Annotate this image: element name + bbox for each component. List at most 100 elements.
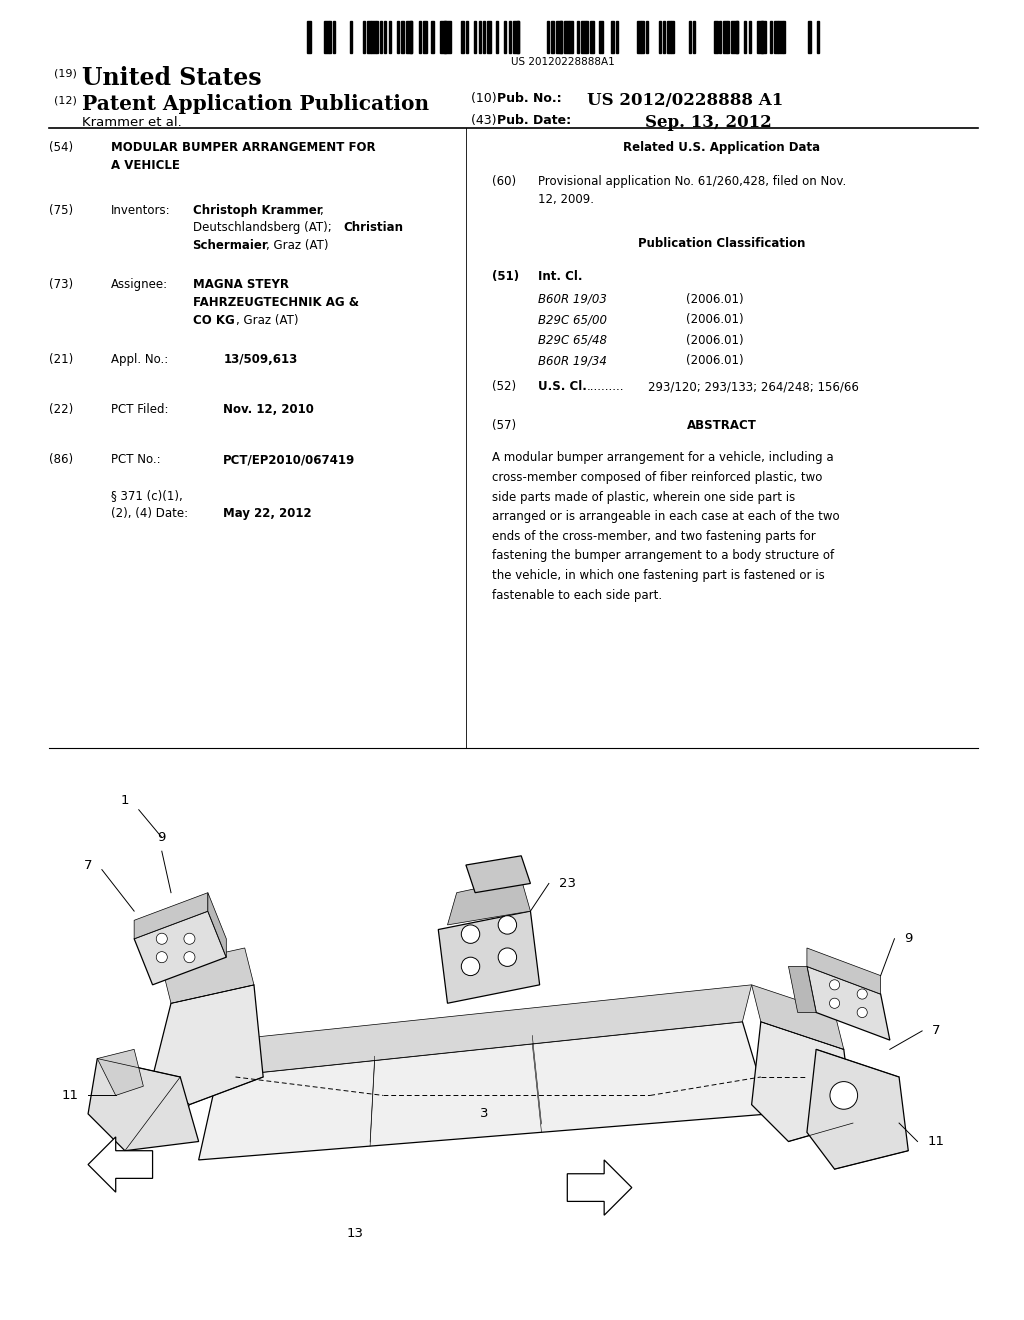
Polygon shape [162, 948, 254, 1003]
Text: Nov. 12, 2010: Nov. 12, 2010 [223, 403, 314, 416]
Bar [782, 21, 785, 53]
Bar [384, 21, 386, 53]
Bar [419, 21, 421, 53]
Bar [658, 21, 660, 53]
Circle shape [184, 933, 195, 944]
Text: fastening the bumper arrangement to a body structure of: fastening the bumper arrangement to a bo… [492, 549, 834, 562]
Text: (19): (19) [54, 69, 77, 79]
Bar [735, 21, 737, 53]
Bar [350, 21, 352, 53]
Bar [749, 21, 751, 53]
Bar [774, 21, 778, 53]
Text: (86): (86) [49, 453, 74, 466]
Text: 9: 9 [904, 932, 912, 945]
Text: CO KG: CO KG [193, 314, 234, 327]
Bar [372, 21, 376, 53]
Text: ends of the cross-member, and two fastening parts for: ends of the cross-member, and two fasten… [492, 529, 815, 543]
Text: the vehicle, in which one fastening part is fastened or is: the vehicle, in which one fastening part… [492, 569, 824, 582]
Bar [462, 21, 464, 53]
Bar [376, 21, 378, 53]
Text: Pub. No.:: Pub. No.: [497, 92, 561, 106]
Bar [586, 21, 588, 53]
Bar [688, 21, 690, 53]
Text: Schermaier: Schermaier [193, 239, 268, 252]
Text: May 22, 2012: May 22, 2012 [223, 507, 312, 520]
Bar [380, 21, 382, 53]
Text: 7: 7 [932, 1024, 940, 1038]
Bar [809, 21, 811, 53]
Text: 23: 23 [559, 876, 575, 890]
Text: Int. Cl.: Int. Cl. [538, 269, 582, 282]
Bar [431, 21, 433, 53]
Bar [590, 21, 594, 53]
Text: arranged or is arrangeable in each case at each of the two: arranged or is arrangeable in each case … [492, 510, 839, 523]
Text: B29C 65/00: B29C 65/00 [538, 313, 606, 326]
Bar [663, 21, 665, 53]
Polygon shape [208, 892, 226, 957]
Circle shape [184, 952, 195, 962]
Polygon shape [88, 1137, 153, 1192]
Bar [547, 21, 549, 53]
Text: Deutschlandsberg (AT);: Deutschlandsberg (AT); [193, 222, 335, 235]
Bar [611, 21, 613, 53]
Text: ABSTRACT: ABSTRACT [687, 420, 757, 432]
Polygon shape [153, 985, 263, 1105]
Text: B60R 19/03: B60R 19/03 [538, 293, 606, 306]
Text: (12): (12) [54, 95, 77, 106]
Bar [496, 21, 498, 53]
Bar [307, 21, 311, 53]
Text: 12, 2009.: 12, 2009. [538, 193, 594, 206]
Circle shape [498, 948, 517, 966]
Text: (2), (4) Date:: (2), (4) Date: [111, 507, 187, 520]
Bar [723, 21, 727, 53]
Bar [517, 21, 519, 53]
Text: (2006.01): (2006.01) [686, 293, 743, 306]
Polygon shape [217, 985, 752, 1077]
Circle shape [857, 1007, 867, 1018]
Text: § 371 (c)(1),: § 371 (c)(1), [111, 488, 182, 502]
Text: (22): (22) [49, 403, 74, 416]
Polygon shape [97, 1049, 143, 1096]
Text: United States: United States [82, 66, 261, 90]
Text: (21): (21) [49, 354, 74, 366]
Bar [770, 21, 772, 53]
Circle shape [461, 957, 479, 975]
Bar [333, 21, 335, 53]
Bar [778, 21, 782, 53]
Text: A modular bumper arrangement for a vehicle, including a: A modular bumper arrangement for a vehic… [492, 451, 834, 465]
Text: , Graz (AT): , Graz (AT) [236, 314, 298, 327]
Text: , Graz (AT): , Graz (AT) [266, 239, 329, 252]
Text: (10): (10) [471, 92, 501, 106]
Bar [504, 21, 507, 53]
Text: MODULAR BUMPER ARRANGEMENT FOR: MODULAR BUMPER ARRANGEMENT FOR [111, 141, 375, 154]
Bar [362, 21, 365, 53]
Text: A VEHICLE: A VEHICLE [111, 158, 179, 172]
Text: Christoph Krammer: Christoph Krammer [193, 203, 323, 216]
Bar [388, 21, 391, 53]
Text: (2006.01): (2006.01) [686, 334, 743, 347]
Text: ,: , [319, 203, 324, 216]
Text: (2006.01): (2006.01) [686, 354, 743, 367]
Text: 293/120; 293/133; 264/248; 156/66: 293/120; 293/133; 264/248; 156/66 [648, 380, 859, 393]
Bar [744, 21, 746, 53]
Text: 9: 9 [158, 830, 166, 843]
Bar [762, 21, 766, 53]
Text: Provisional application No. 61/260,428, filed on Nov.: Provisional application No. 61/260,428, … [538, 176, 846, 187]
Bar [817, 21, 819, 53]
Bar [325, 21, 329, 53]
Polygon shape [88, 1059, 199, 1151]
Bar [444, 21, 451, 53]
Text: 1: 1 [121, 795, 129, 807]
Text: Assignee:: Assignee: [111, 279, 168, 292]
Text: Krammer et al.: Krammer et al. [82, 116, 181, 129]
Bar [474, 21, 476, 53]
Bar [578, 21, 580, 53]
Polygon shape [134, 911, 226, 985]
Bar [513, 21, 519, 53]
Text: (73): (73) [49, 279, 74, 292]
Bar [397, 21, 399, 53]
Text: (57): (57) [492, 420, 516, 432]
Bar [646, 21, 648, 53]
Bar [667, 21, 672, 53]
Circle shape [829, 998, 840, 1008]
